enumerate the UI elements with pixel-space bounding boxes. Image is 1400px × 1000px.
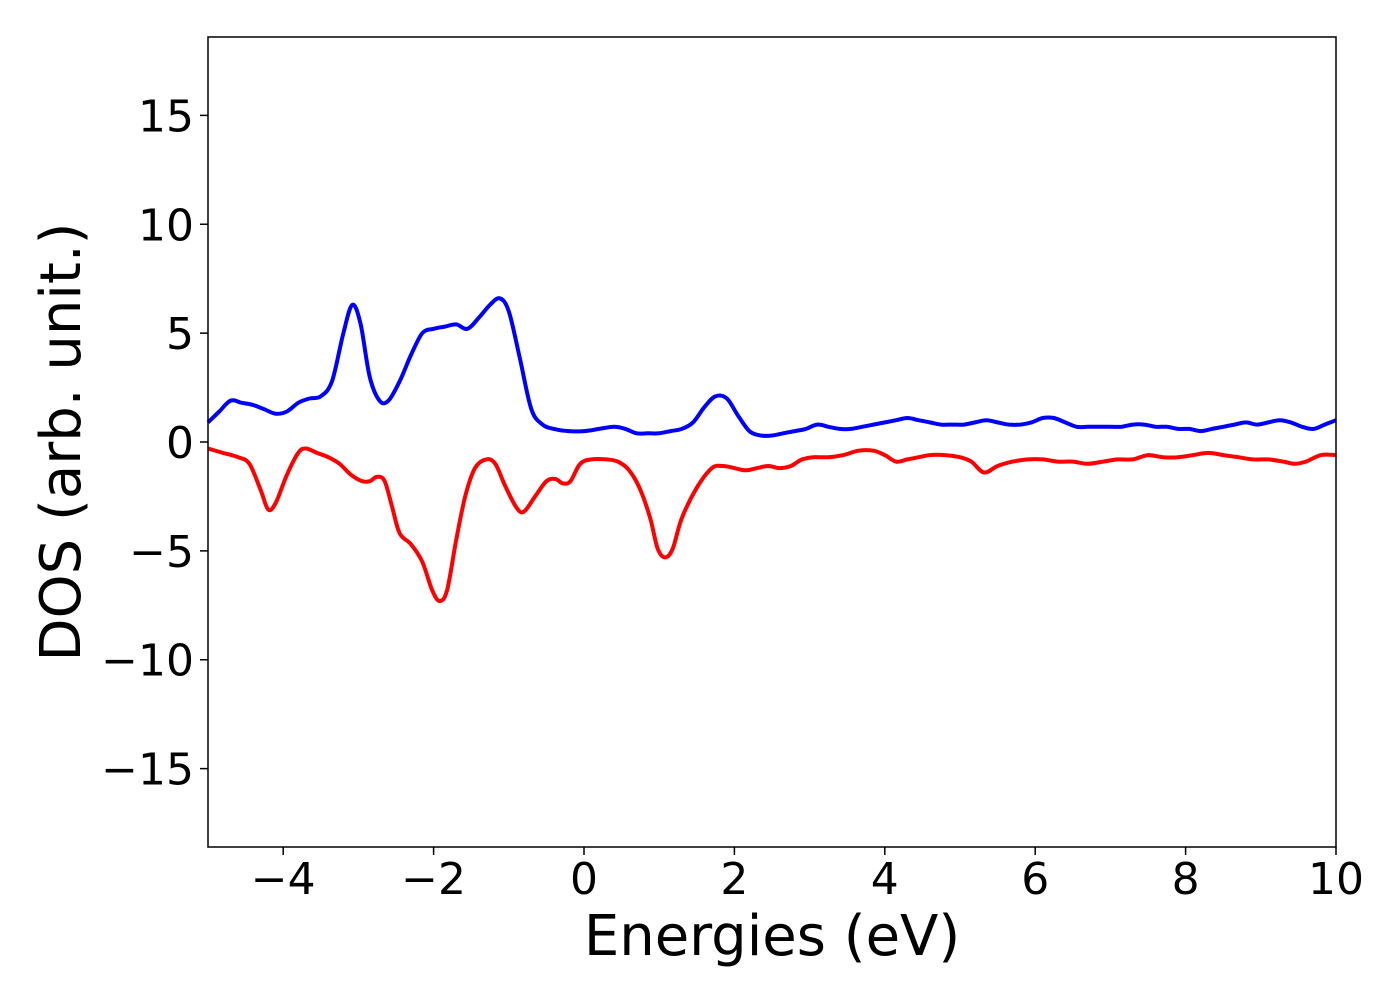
plot-frame: [207, 36, 1337, 848]
x-tick-label: −4: [251, 854, 316, 905]
y-tick-label: −15: [101, 745, 194, 796]
x-tick-label: 4: [871, 854, 899, 905]
y-tick-label: −5: [129, 527, 194, 578]
y-tick-label: 0: [166, 418, 194, 469]
series-layer: [206, 296, 1337, 603]
x-axis: −4 −2 0 2 4 6 8 10: [251, 847, 1364, 905]
x-tick-label: 2: [720, 854, 748, 905]
x-tick-label: 10: [1308, 854, 1364, 905]
y-tick-label: 15: [138, 91, 194, 142]
x-tick-label: 8: [1172, 854, 1200, 905]
y-tick-label: −10: [101, 636, 194, 687]
y-tick-label: 5: [166, 309, 194, 360]
x-tick-label: 0: [570, 854, 598, 905]
x-axis-title: Energies (eV): [584, 904, 960, 969]
dos-series-line-2: [207, 446, 1337, 603]
y-tick-label: 10: [138, 200, 194, 251]
x-tick-label: 6: [1021, 854, 1049, 905]
x-tick-label: −2: [401, 854, 466, 905]
y-axis-title: DOS (arb. unit.): [29, 222, 94, 661]
dos-series-line-1: [206, 296, 1337, 438]
y-axis: 15 10 5 0 −5 −10 −15: [101, 91, 208, 796]
